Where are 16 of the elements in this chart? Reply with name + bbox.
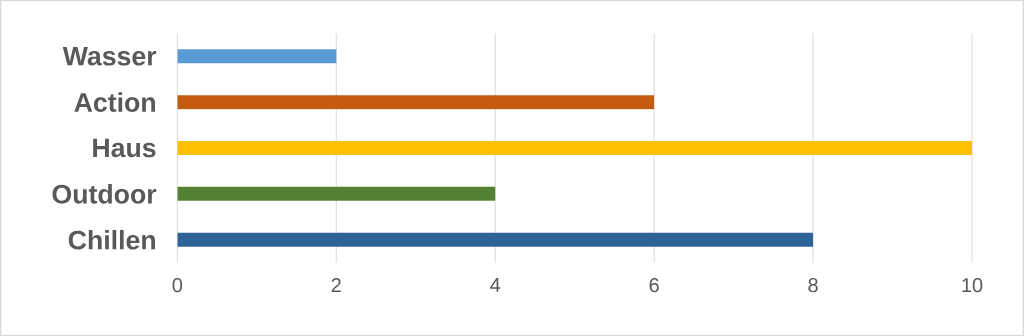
x-tick-label: 6 — [649, 278, 659, 293]
x-tick-label: 10 — [962, 278, 983, 293]
bar — [177, 95, 655, 110]
x-tick-label: 0 — [172, 278, 183, 293]
y-tick-label: Outdoor — [52, 184, 157, 204]
bar — [177, 232, 814, 247]
y-tick-label: Chillen — [68, 229, 155, 250]
bar — [177, 49, 337, 64]
x-tick-label: 2 — [331, 278, 341, 293]
y-tick-label: Action — [74, 92, 155, 112]
x-tick-label: 8 — [808, 278, 818, 293]
bar — [177, 186, 496, 201]
bar — [177, 141, 973, 155]
y-tick-label: Wasser — [62, 46, 157, 66]
x-tick-label: 4 — [490, 278, 501, 292]
y-tick-label: Haus — [93, 138, 156, 158]
